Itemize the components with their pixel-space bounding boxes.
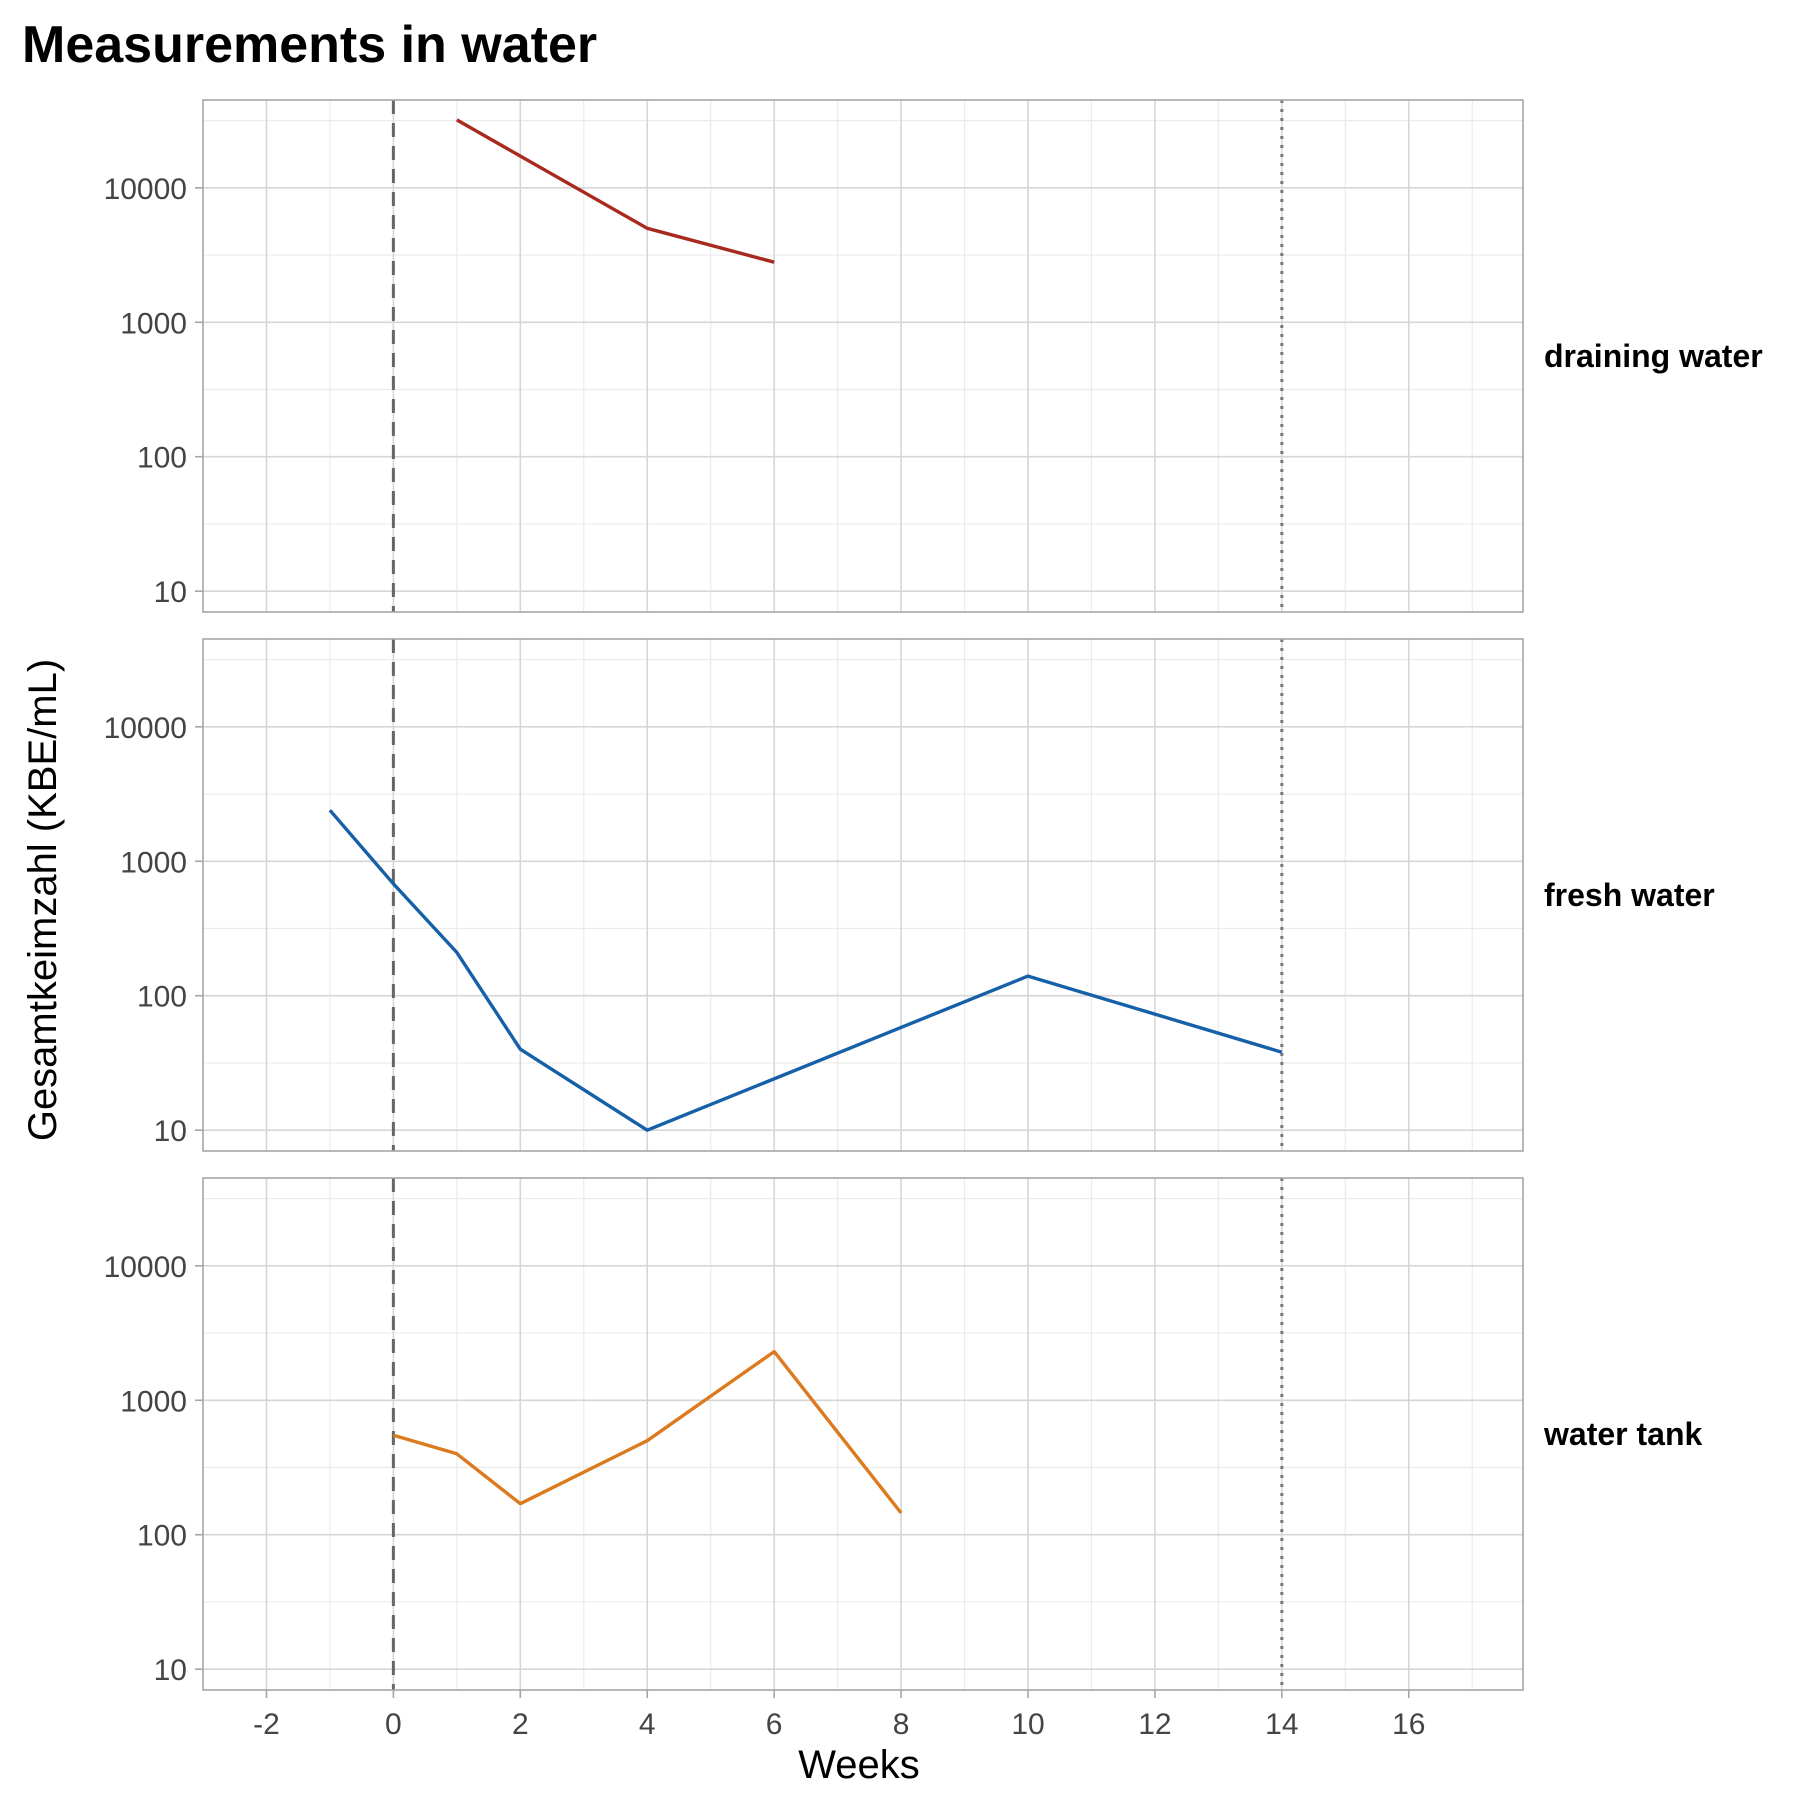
chart-title: Measurements in water bbox=[22, 16, 597, 74]
facet-strip-label: fresh water bbox=[1544, 877, 1715, 913]
facet-panel: 10 100 1000 10000 fresh water bbox=[104, 638, 1715, 1152]
y-tick-label: 10000 bbox=[104, 173, 187, 206]
series-line bbox=[455, 118, 775, 264]
series-line bbox=[392, 1349, 903, 1515]
x-tick-label: 12 bbox=[1138, 1708, 1171, 1741]
y-tick-label: 10 bbox=[154, 576, 187, 609]
x-tick-label: 4 bbox=[639, 1708, 656, 1741]
panel-border bbox=[202, 1177, 1524, 1691]
x-tick-label: 8 bbox=[893, 1708, 910, 1741]
y-tick-label: 100 bbox=[137, 981, 187, 1014]
y-axis-title: Gesamtkeimzahl (KBE/mL) bbox=[21, 659, 65, 1141]
x-tick-label: 16 bbox=[1392, 1708, 1425, 1741]
y-tick-label: 10000 bbox=[104, 1251, 187, 1284]
facet-panel: 10 100 1000 10000 water tank bbox=[104, 1177, 1702, 1691]
x-tick-label: 10 bbox=[1011, 1708, 1044, 1741]
x-tick-label: 14 bbox=[1265, 1708, 1298, 1741]
facet-panel: 10 100 1000 10000 draining water bbox=[104, 99, 1763, 613]
y-tick-label: 100 bbox=[137, 442, 187, 475]
x-tick-label: 0 bbox=[385, 1708, 402, 1741]
x-tick-label: -2 bbox=[253, 1708, 280, 1741]
series-line bbox=[328, 809, 1283, 1132]
x-axis-title: Weeks bbox=[798, 1743, 920, 1787]
y-tick-label: 1000 bbox=[120, 846, 187, 879]
facet-strip-label: draining water bbox=[1544, 338, 1763, 374]
y-tick-label: 10000 bbox=[104, 712, 187, 745]
y-tick-label: 10 bbox=[154, 1115, 187, 1148]
panel-border bbox=[202, 99, 1524, 613]
y-tick-label: 100 bbox=[137, 1520, 187, 1553]
x-tick-label: 2 bbox=[512, 1708, 529, 1741]
y-tick-label: 10 bbox=[154, 1654, 187, 1687]
facet-strip-label: water tank bbox=[1543, 1416, 1702, 1452]
y-tick-label: 1000 bbox=[120, 1385, 187, 1418]
x-tick-label: 6 bbox=[766, 1708, 783, 1741]
y-tick-label: 1000 bbox=[120, 307, 187, 340]
panel-border bbox=[202, 638, 1524, 1152]
